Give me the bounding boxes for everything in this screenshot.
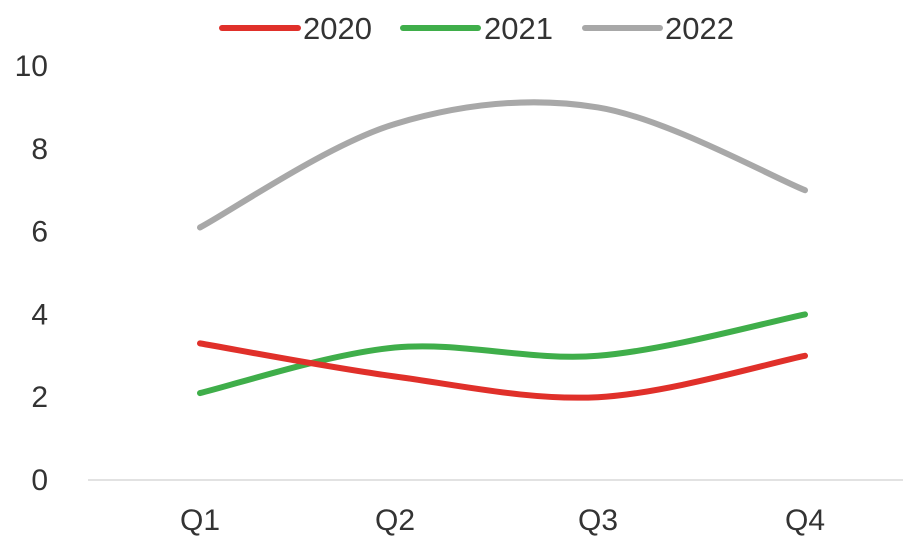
legend-item-2022: 2022 [582,11,734,46]
legend-label: 2021 [484,11,553,46]
legend-item-2021: 2021 [400,11,553,46]
x-tick-label: Q4 [785,504,825,537]
series-line-2021 [197,311,808,397]
y-tick-label: 6 [31,216,48,249]
series-layer [197,99,808,401]
legend-label: 2020 [303,11,372,46]
x-tick-label: Q2 [375,504,415,537]
y-tick-label: 0 [31,464,48,497]
legend-item-2020: 2020 [219,11,372,46]
legend-label: 2022 [665,11,734,46]
series-line-2020 [197,340,808,401]
x-tick-label: Q1 [180,504,220,537]
legend: 2020 2021 2022 [219,11,734,46]
y-tick-label: 10 [15,50,48,83]
x-tick-label: Q3 [578,504,618,537]
y-tick-label: 2 [31,381,48,414]
y-tick-label: 8 [31,133,48,166]
y-axis: 0 2 4 6 8 10 [15,50,48,497]
series-line-2022 [197,99,808,231]
x-axis: Q1 Q2 Q3 Q4 [88,479,903,537]
y-tick-label: 4 [31,298,48,331]
